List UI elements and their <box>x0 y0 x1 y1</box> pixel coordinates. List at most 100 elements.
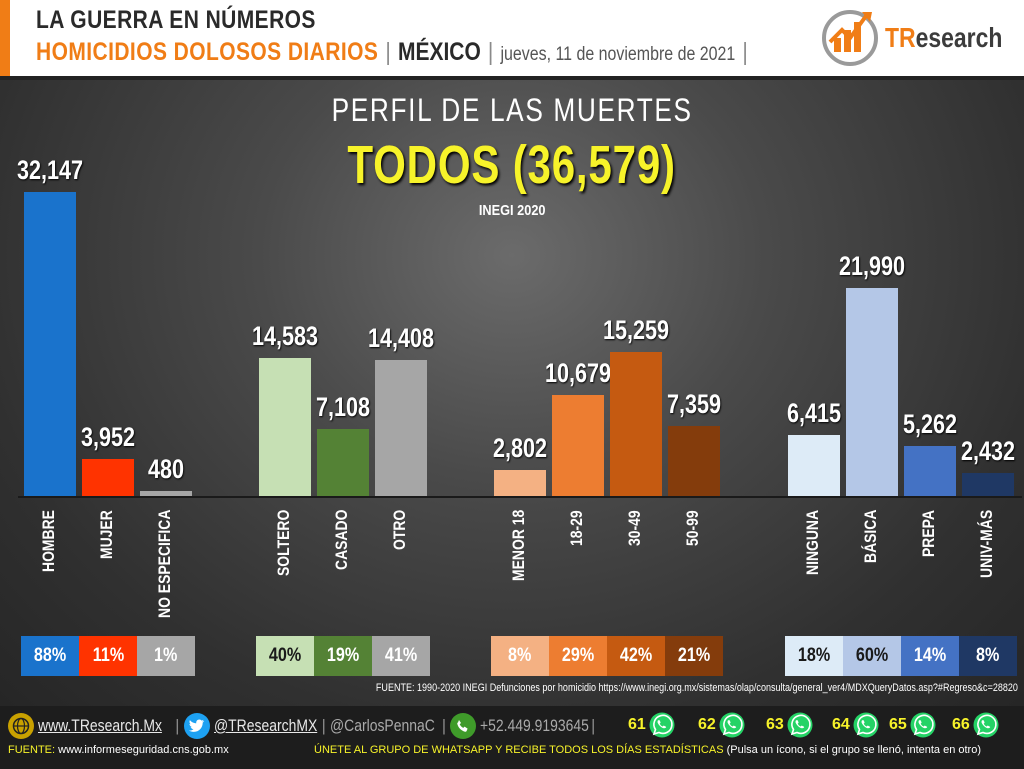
header-separator: | <box>385 38 391 66</box>
whatsapp-icon[interactable] <box>852 711 880 739</box>
category-label: UNIV-MÁS <box>977 509 996 579</box>
bar <box>962 473 1014 496</box>
header-date: jueves, 11 de noviembre de 2021 <box>500 44 736 65</box>
whatsapp-icon[interactable] <box>786 711 814 739</box>
bar <box>788 435 840 496</box>
bar-value-label: 15,259 <box>602 315 670 345</box>
website-link[interactable]: www.TResearch.Mx <box>8 713 189 739</box>
percentage-cell: 41% <box>372 636 430 676</box>
bar <box>904 446 956 496</box>
bar <box>610 352 662 496</box>
percentage-cell: 18% <box>785 636 843 676</box>
bar-value-label: 32,147 <box>16 155 84 185</box>
twitter-handle-2[interactable]: @CarlosPennaC <box>329 716 435 735</box>
bar-value-label: 5,262 <box>902 409 958 439</box>
whatsapp-icon[interactable] <box>972 711 1000 739</box>
percentage-cell: 14% <box>901 636 959 676</box>
whatsapp-group-number[interactable]: 63 <box>766 716 784 733</box>
percentage-cell: 40% <box>256 636 314 676</box>
category-label: HOMBRE <box>39 509 58 572</box>
category-label: MUJER <box>97 509 116 559</box>
whatsapp-group-number[interactable]: 64 <box>832 716 850 733</box>
bar <box>668 426 720 496</box>
bar <box>552 395 604 496</box>
twitter-icon <box>183 713 210 739</box>
bar <box>140 491 192 496</box>
twitter-link[interactable]: @TResearchMX <box>183 713 340 739</box>
category-label: NINGUNA <box>803 509 822 576</box>
bar-value-label: 2,802 <box>492 433 548 463</box>
bar-value-label: 2,432 <box>960 436 1016 466</box>
header-subtitle: HOMICIDIOS DOLOSOS DIARIOS <box>36 38 379 66</box>
whatsapp-group-number[interactable]: 62 <box>698 716 716 733</box>
bar <box>317 429 369 496</box>
bar <box>82 459 134 496</box>
percentage-row: 88% 11% 1% <box>21 636 195 676</box>
bar-value-label: 14,583 <box>251 321 319 351</box>
tresearch-logo-icon <box>822 10 878 66</box>
globe-icon <box>8 713 34 739</box>
bar-value-label: 7,359 <box>666 389 722 419</box>
percentage-row: 18% 60% 14% 8% <box>785 636 1017 676</box>
bar <box>375 360 427 496</box>
chart-note: INEGI 2020 <box>478 202 546 219</box>
category-label: OTRO <box>390 509 409 551</box>
bar <box>259 358 311 496</box>
percentage-cell: 11% <box>79 636 137 676</box>
chart-subtitle: TODOS (36,579) <box>347 135 677 195</box>
bar <box>494 470 546 496</box>
source-citation: FUENTE: 1990-2020 INEGI Defunciones por … <box>376 682 1018 694</box>
bar-value-label: 21,990 <box>838 251 906 281</box>
header-accent-strip <box>0 0 10 76</box>
category-label: MENOR 18 <box>509 509 528 582</box>
bar-value-label: 14,408 <box>367 323 435 353</box>
whatsapp-group-number[interactable]: 66 <box>952 716 970 733</box>
footer-bar <box>0 706 1024 769</box>
header-separator: | <box>742 38 748 66</box>
category-label: BÁSICA <box>861 509 880 564</box>
footer-separator: | <box>175 716 180 735</box>
bar-value-label: 10,679 <box>544 358 612 388</box>
whatsapp-group-number[interactable]: 65 <box>889 716 907 733</box>
category-label: CASADO <box>332 509 351 571</box>
bar-value-label: 3,952 <box>80 422 136 452</box>
percentage-cell: 21% <box>665 636 723 676</box>
bar-value-label: 7,108 <box>315 392 371 422</box>
category-label: SOLTERO <box>274 509 293 577</box>
whatsapp-group-number[interactable]: 61 <box>628 716 646 733</box>
header-country: MÉXICO <box>397 38 481 66</box>
category-label: 30-49 <box>625 509 644 546</box>
header-bar: LA GUERRA EN NÚMEROS HOMICIDIOS DOLOSOS … <box>0 0 1024 76</box>
footer-source: FUENTE: www.informeseguridad.cns.gob.mx <box>8 744 229 756</box>
category-label: 18-29 <box>567 509 586 546</box>
percentage-cell: 8% <box>959 636 1017 676</box>
footer-separator: | <box>321 716 326 735</box>
percentage-row: 40% 19% 41% <box>256 636 430 676</box>
footer-contacts: www.TResearch.Mx | @TResearchMX | @Carlo… <box>8 712 599 740</box>
header-subtitle-line: HOMICIDIOS DOLOSOS DIARIOS | MÉXICO | ju… <box>36 38 751 67</box>
whatsapp-icon[interactable] <box>648 711 676 739</box>
header-separator: | <box>487 38 494 66</box>
phone-link[interactable]: +52.449.9193645 <box>450 713 613 739</box>
bar-value-label: 6,415 <box>786 398 842 428</box>
bar <box>846 288 898 496</box>
footer-join-text: ÚNETE AL GRUPO DE WHATSAPP Y RECIBE TODO… <box>314 744 981 756</box>
percentage-row: 8% 29% 42% 21% <box>491 636 723 676</box>
whatsapp-icon[interactable] <box>718 711 746 739</box>
category-label: NO ESPECIFICA <box>155 509 174 619</box>
percentage-cell: 42% <box>607 636 665 676</box>
chart-baseline <box>18 496 1022 498</box>
whatsapp-icon[interactable] <box>909 711 937 739</box>
bar <box>24 192 76 496</box>
bar-value-label: 480 <box>147 454 185 484</box>
category-label: 50-99 <box>683 509 702 546</box>
percentage-cell: 19% <box>314 636 372 676</box>
percentage-cell: 8% <box>491 636 549 676</box>
phone-icon <box>450 713 477 739</box>
footer-separator: | <box>590 716 596 735</box>
percentage-cell: 88% <box>21 636 79 676</box>
chart-title: PERFIL DE LAS MUERTES <box>331 92 693 128</box>
category-label: PREPA <box>919 509 938 557</box>
header-title: LA GUERRA EN NÚMEROS <box>36 6 316 34</box>
